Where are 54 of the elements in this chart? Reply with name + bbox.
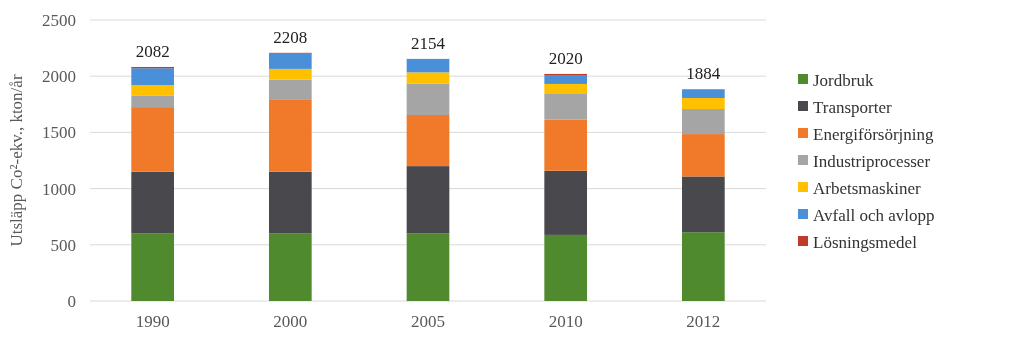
- bar: [544, 234, 588, 301]
- total-label: 2154: [411, 33, 446, 53]
- bar: [682, 176, 725, 233]
- bar: [406, 166, 450, 234]
- bar: [544, 119, 588, 171]
- bar: [131, 233, 174, 301]
- bar: [268, 233, 312, 301]
- x-tick-label: 1990: [135, 312, 170, 331]
- bar: [544, 170, 588, 235]
- bar: [268, 99, 312, 172]
- legend-label: Avfall och avlopp: [813, 205, 935, 225]
- bar: [682, 134, 725, 177]
- bar: [682, 232, 725, 301]
- total-label: 1884: [686, 64, 721, 84]
- legend-label: Industriprocesser: [813, 151, 931, 171]
- bar: [268, 68, 312, 80]
- y-tick-label: 0: [67, 291, 76, 311]
- bar: [406, 72, 450, 84]
- legend-label: Jordbruk: [813, 70, 874, 90]
- x-tick-label: 2012: [686, 312, 721, 331]
- bar: [406, 114, 450, 167]
- bar: [406, 233, 450, 301]
- bar: [131, 68, 174, 86]
- bar: [682, 98, 725, 110]
- total-label: 2208: [273, 27, 308, 47]
- legend-label: Transporter: [813, 97, 893, 117]
- y-tick-label: 1000: [42, 179, 76, 199]
- bar: [682, 109, 725, 135]
- bar: [131, 95, 174, 108]
- total-label: 2020: [548, 48, 583, 68]
- bar: [406, 83, 450, 115]
- bar: [268, 53, 312, 69]
- bar: [268, 79, 312, 100]
- legend-label: Lösningsmedel: [813, 232, 918, 252]
- bar: [131, 107, 174, 172]
- y-tick-label: 2000: [42, 67, 76, 87]
- y-tick-label: 1500: [42, 123, 76, 143]
- x-tick-label: 2005: [411, 312, 445, 331]
- x-tick-label: 2000: [273, 312, 308, 331]
- bar: [544, 83, 588, 94]
- bar: [131, 171, 174, 234]
- y-tick-label: 500: [50, 235, 76, 255]
- total-label: 2082: [135, 41, 170, 61]
- bar: [544, 75, 588, 84]
- bar: [406, 58, 450, 73]
- legend-label: Energiförsörjning: [813, 124, 935, 144]
- x-tick-label: 2010: [548, 312, 583, 331]
- bar: [682, 89, 725, 99]
- bar: [131, 85, 174, 96]
- bar: [544, 93, 588, 120]
- legend-label: Arbetsmaskiner: [813, 178, 921, 198]
- y-tick-label: 2500: [42, 10, 76, 30]
- y-axis-title: Utsläpp Co²-ekv., kton/år: [7, 74, 26, 247]
- bar: [268, 171, 312, 234]
